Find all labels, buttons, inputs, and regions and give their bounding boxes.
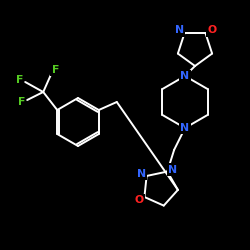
Text: N: N bbox=[180, 71, 190, 81]
Text: F: F bbox=[52, 65, 59, 75]
Text: N: N bbox=[180, 123, 190, 133]
Text: N: N bbox=[175, 26, 184, 36]
Text: F: F bbox=[16, 75, 23, 85]
Text: N: N bbox=[168, 164, 177, 174]
Text: N: N bbox=[137, 169, 146, 179]
Text: O: O bbox=[135, 195, 144, 205]
Text: O: O bbox=[207, 26, 216, 36]
Text: F: F bbox=[18, 97, 25, 107]
